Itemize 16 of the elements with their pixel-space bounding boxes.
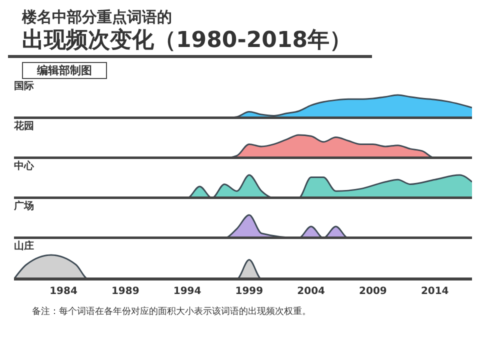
text: 中心 (14, 159, 34, 173)
x-tick-label: 1994 (173, 286, 202, 298)
x-tick-label: 1999 (235, 286, 264, 298)
x-tick-label: 1984 (50, 286, 78, 298)
x-tick-label: 1989 (111, 286, 140, 298)
text: 花园 (14, 120, 34, 133)
text: 编辑部制图 (22, 62, 107, 79)
x-tick-label: 2009 (359, 286, 387, 298)
chart-subtitle: 出现频次变化（1980-2018年） (8, 27, 372, 58)
series-label: 山庄 (14, 239, 34, 253)
text: 备注：每个词语在各年份对应的面积大小表示该词语的出现频次权重。 (31, 306, 312, 318)
x-tick-label: 2004 (297, 286, 326, 298)
x-tick-label: 2014 (420, 286, 449, 298)
chart-title: 楼名中部分重点词语的 (20, 8, 173, 27)
text: 广场 (14, 199, 34, 213)
text: 国际 (14, 80, 34, 93)
